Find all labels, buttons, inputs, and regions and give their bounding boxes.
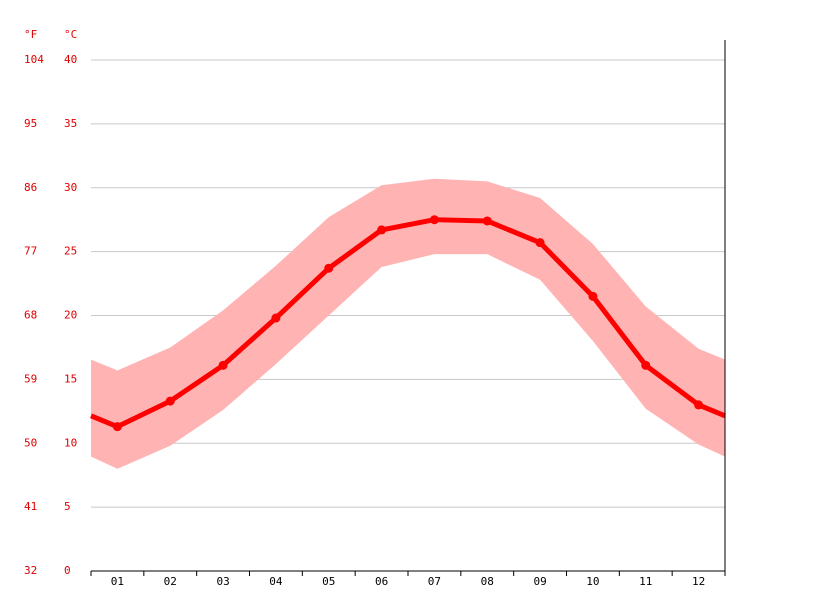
y-tick-label: 35 [64,117,77,130]
y2-tick-label: 104 [24,53,44,66]
point [588,291,598,301]
y-tick-label: 40 [64,53,77,66]
point [429,215,439,225]
y2-tick-label: 86 [24,181,37,194]
y2-tick-label: 95 [24,117,37,130]
point [694,400,704,410]
x-tick-label: 09 [533,575,546,588]
point [535,238,545,248]
point [112,422,122,432]
point [271,313,281,323]
y-axis-label: °C [64,28,77,41]
y2-axis-label: °F [24,28,37,41]
y2-tick-label: 68 [24,309,37,322]
range-band [91,178,725,469]
line-wrap [90,413,119,429]
point [377,225,387,235]
point [482,216,492,226]
y2-tick-label: 50 [24,436,37,449]
y2-tick-label: 32 [24,564,37,577]
x-tick-label: 02 [164,575,177,588]
point [165,396,175,406]
y-tick-label: 15 [64,372,77,385]
y-tick-label: 25 [64,245,77,258]
x-tick-label: 04 [269,575,283,588]
x-tick-label: 01 [111,575,124,588]
x-tick-label: 10 [586,575,599,588]
x-tick-label: 06 [375,575,388,588]
point [324,263,334,273]
line-wrap [697,402,726,419]
x-tick-label: 12 [692,575,705,588]
y2-tick-label: 77 [24,245,37,258]
y-tick-label: 20 [64,309,77,322]
point [218,360,228,370]
x-tick-label: 08 [481,575,494,588]
x-tick-label: 07 [428,575,441,588]
y2-tick-label: 59 [24,372,37,385]
y-tick-label: 5 [64,500,71,513]
y-tick-label: 0 [64,564,71,577]
y-tick-label: 30 [64,181,77,194]
y2-tick-label: 41 [24,500,37,513]
point [641,360,651,370]
line [116,217,701,429]
x-tick-label: 11 [639,575,652,588]
x-tick-label: 03 [216,575,229,588]
x-tick-label: 05 [322,575,335,588]
y-tick-label: 10 [64,436,77,449]
